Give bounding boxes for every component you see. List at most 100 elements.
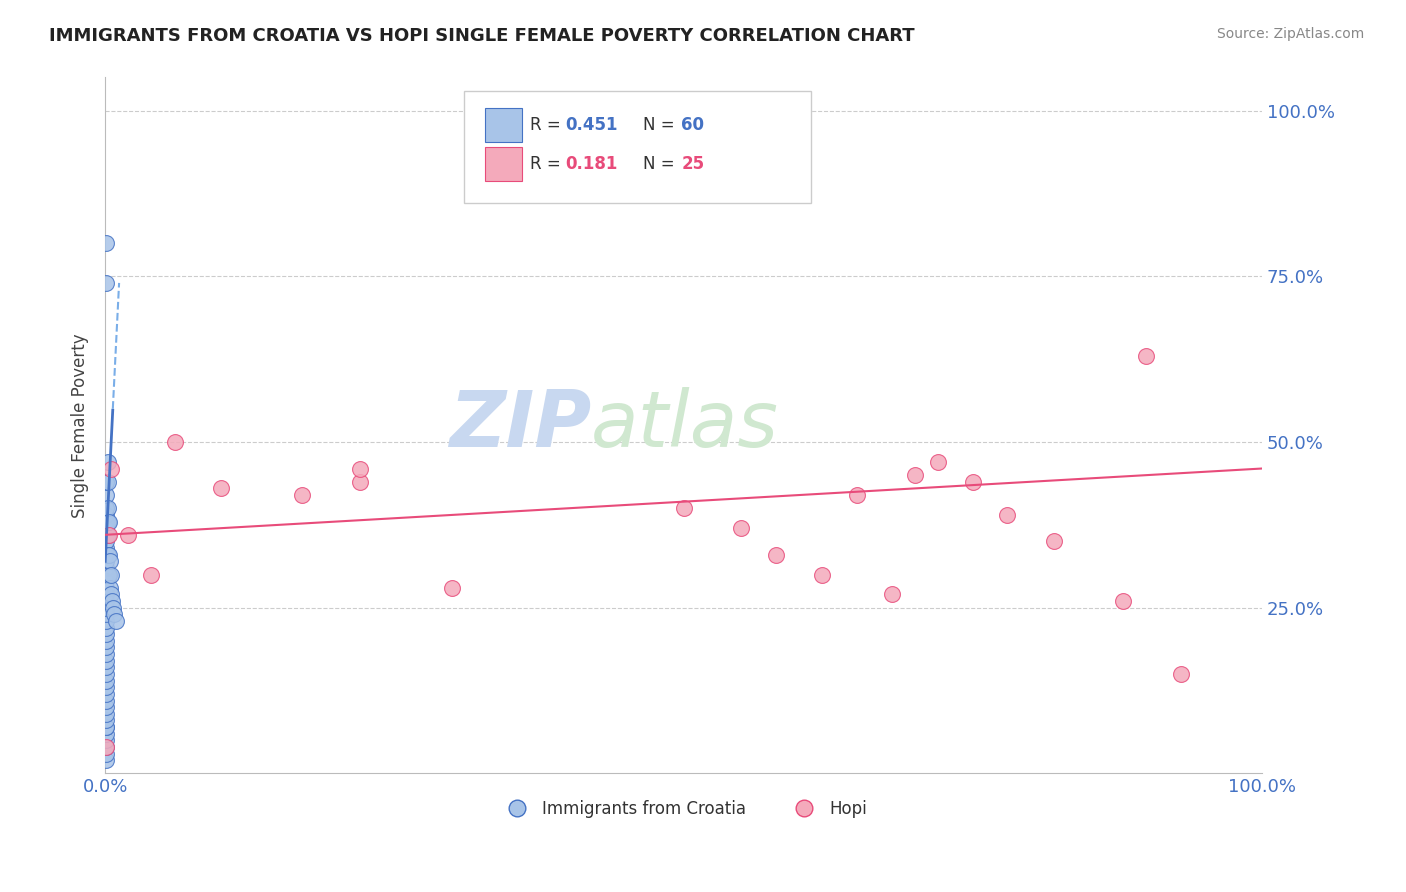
Text: R =: R = [530,155,565,173]
Point [96,488,118,502]
Point [100,567,122,582]
Point [96,753,118,767]
Point [96,587,118,601]
Point [96,528,118,542]
Point [96,720,118,734]
Point [96,561,118,575]
Text: N =: N = [643,116,681,134]
Point [96,501,118,516]
Point [100,587,122,601]
Point [96,673,118,688]
Point [349,475,371,489]
Point [96,567,118,582]
Point [96,515,118,529]
Point [96,660,118,674]
Point [117,528,139,542]
Point [96,680,118,694]
Text: 0.451: 0.451 [565,116,619,134]
Text: IMMIGRANTS FROM CROATIA VS HOPI SINGLE FEMALE POVERTY CORRELATION CHART: IMMIGRANTS FROM CROATIA VS HOPI SINGLE F… [49,27,915,45]
Point [96,594,118,608]
Point [96,548,118,562]
Point [96,667,118,681]
Point [96,621,118,635]
Point [927,455,949,469]
Point [96,627,118,641]
Point [96,501,118,516]
Point [96,633,118,648]
Text: N =: N = [643,155,681,173]
Text: 0.181: 0.181 [565,155,619,173]
Point [441,581,464,595]
Text: atlas: atlas [591,387,779,464]
Point [96,614,118,628]
Point [349,461,371,475]
Text: ZIP: ZIP [449,387,591,464]
Point [730,521,752,535]
Y-axis label: Single Female Poverty: Single Female Poverty [72,333,89,517]
Point [104,614,127,628]
Point [103,607,125,622]
Point [100,461,122,475]
Point [103,600,125,615]
Point [96,528,118,542]
Point [291,488,314,502]
Point [96,747,118,761]
Point [765,548,787,562]
Point [904,468,927,483]
Point [96,567,118,582]
Point [962,475,984,489]
Point [96,554,118,568]
Point [96,720,118,734]
Point [163,435,186,450]
Point [96,508,118,522]
FancyBboxPatch shape [485,147,522,181]
Text: 25: 25 [682,155,704,173]
Point [811,567,834,582]
Point [96,475,118,489]
Point [96,647,118,661]
Point [96,693,118,707]
Point [96,515,118,529]
Legend: Immigrants from Croatia, Hopi: Immigrants from Croatia, Hopi [494,793,873,824]
Point [97,515,120,529]
Point [96,733,118,747]
Point [96,654,118,668]
Point [97,528,120,542]
Point [98,554,121,568]
Point [96,521,118,535]
Text: R =: R = [530,116,565,134]
Point [97,548,120,562]
Point [96,700,118,714]
Point [1170,667,1192,681]
Point [1042,534,1064,549]
Point [96,607,118,622]
Point [96,541,118,555]
Point [96,640,118,655]
Point [96,726,118,740]
Point [96,581,118,595]
FancyBboxPatch shape [485,108,522,142]
Point [98,581,121,595]
Point [96,687,118,701]
Point [96,475,118,489]
Point [96,534,118,549]
Point [96,739,118,754]
Point [209,482,232,496]
Point [96,276,118,290]
Point [96,236,118,251]
Point [1112,594,1135,608]
Point [1135,349,1157,363]
Point [880,587,903,601]
Point [997,508,1019,522]
Point [141,567,163,582]
FancyBboxPatch shape [464,91,811,202]
Point [96,455,118,469]
Point [846,488,869,502]
Point [97,567,120,582]
Point [96,739,118,754]
Point [672,501,695,516]
Point [101,594,124,608]
Point [96,706,118,721]
Text: Source: ZipAtlas.com: Source: ZipAtlas.com [1216,27,1364,41]
Point [96,548,118,562]
